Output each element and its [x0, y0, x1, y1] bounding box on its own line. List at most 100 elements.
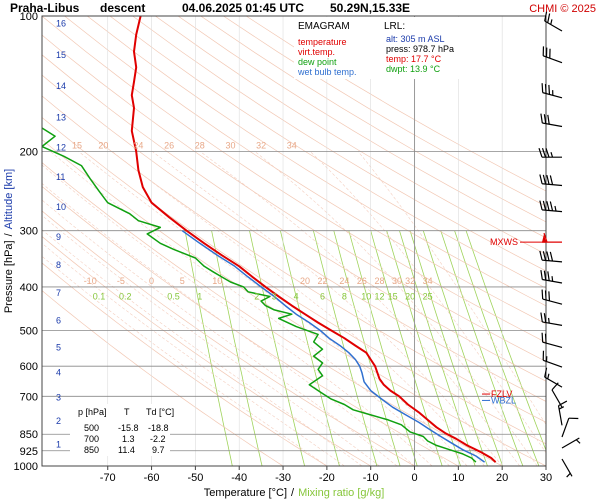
barb-full	[539, 250, 543, 261]
barb-full	[543, 114, 547, 124]
wind-barb	[541, 332, 563, 348]
barb-full	[542, 350, 545, 361]
mixing-ratio-label: 15	[388, 291, 398, 301]
mixing-ratio-line	[386, 230, 461, 466]
barb-full	[541, 148, 547, 158]
mixing-ratio-label: 0.2	[119, 291, 132, 301]
pressure-tick-label: 300	[20, 226, 38, 238]
table-header-p: p [hPa]	[78, 407, 107, 417]
table-cell: -15.8	[118, 423, 139, 433]
table-cell: 1.3	[122, 434, 135, 444]
isotherm-label: 26	[164, 140, 174, 150]
wind-barbs	[538, 11, 581, 478]
lrl-box: LRL: alt: 305 m ASL press: 978.7 hPa tem…	[380, 17, 482, 79]
wind-barb	[539, 174, 563, 187]
dry-adiabat	[223, 16, 546, 207]
legend-box: EMAGRAM temperature virt.temp. dew point…	[294, 17, 374, 79]
mixing-ratio-line	[184, 230, 233, 466]
legend-dew-point: dew point	[298, 57, 337, 67]
dry-adiabat	[42, 16, 546, 343]
barb-full	[542, 174, 547, 185]
barb-half	[551, 276, 554, 282]
series-wet-bulb-temp	[181, 230, 486, 463]
isotherm-label: 0	[149, 276, 154, 286]
dry-adiabat	[42, 74, 546, 402]
legend-virt-temp: virt.temp.	[298, 47, 335, 57]
isotherm-label: 24	[339, 276, 349, 286]
dry-adiabat	[42, 95, 546, 423]
barb-full	[546, 251, 550, 261]
mixing-ratio-label: 10	[361, 291, 371, 301]
barb-half	[575, 439, 581, 444]
mixing-ratio-line	[280, 230, 340, 466]
temperature-tick-label: 20	[496, 472, 508, 484]
barb-full	[540, 312, 543, 323]
barb-full	[545, 47, 548, 58]
dry-adiabat	[200, 16, 546, 223]
isotherm-label: 32	[256, 140, 266, 150]
barb-half	[552, 90, 554, 96]
pressure-tick-label: 500	[20, 326, 38, 338]
isotherm-label: 28	[195, 140, 205, 150]
moist-adiabat	[357, 151, 546, 426]
pressure-tick-label: 200	[20, 146, 38, 158]
barb-full	[549, 48, 551, 59]
table-header-td: Td [°C]	[146, 407, 174, 417]
mixing-ratio-label: 0.1	[93, 291, 106, 301]
temperature-tick-label: 30	[540, 472, 552, 484]
altitude-tick-label: 15	[56, 50, 66, 60]
mixing-ratio-line	[422, 230, 504, 466]
altitude-tick-label: 1	[56, 439, 61, 449]
wind-barb	[561, 417, 579, 438]
lrl-alt: alt: 305 m ASL	[386, 34, 445, 44]
mixing-ratio-label: 25	[423, 291, 433, 301]
altitude-tick-label: 6	[56, 316, 61, 326]
series-temperature	[130, 16, 497, 463]
mixing-ratio-label: 4	[294, 291, 299, 301]
barb-half	[547, 373, 550, 379]
mixing-ratio-label: 20	[405, 291, 415, 301]
mixing-ratio-label: 2	[254, 291, 259, 301]
temperature-tick-label: -10	[363, 472, 379, 484]
pressure-tick-label: 600	[20, 361, 38, 373]
altitude-tick-label: 16	[56, 19, 66, 29]
lrl-press: press: 978.7 hPa	[386, 44, 454, 54]
isotherm-label: 22	[317, 276, 327, 286]
isotherm-label: 20	[98, 140, 108, 150]
dry-adiabat	[42, 54, 546, 382]
barb-full	[539, 200, 543, 210]
dry-adiabat	[64, 16, 546, 325]
series-dew-point	[42, 127, 477, 463]
altitude-tick-label: 3	[56, 393, 61, 403]
altitude-tick-label: 14	[56, 81, 66, 91]
mixing-ratio-label: 12	[374, 291, 384, 301]
wind-barb	[540, 113, 563, 128]
legend-title: EMAGRAM	[298, 21, 350, 32]
dry-adiabat	[86, 16, 546, 307]
isotherm-label: 26	[357, 276, 367, 286]
mixing-ratio-line	[440, 230, 524, 466]
mixing-ratio-line	[333, 230, 401, 466]
barb-staff	[561, 418, 570, 438]
mixing-ratio-line	[399, 230, 476, 466]
isotherm-label: 34	[287, 140, 297, 150]
header-coords: 50.29N,15.33E	[330, 1, 410, 15]
wind-barb	[561, 458, 573, 478]
barb-full	[549, 251, 554, 262]
plot-frame	[41, 15, 547, 467]
wind-barb	[544, 11, 563, 32]
mixing-ratio-label: 1	[197, 291, 202, 301]
altitude-tick-label: 4	[56, 368, 61, 378]
altitude-tick-label: 8	[56, 260, 61, 270]
temperature-tick-label: 0	[411, 472, 417, 484]
dry-adiabat	[42, 34, 546, 362]
table-cell: 11.4	[118, 445, 135, 455]
barb-full	[541, 332, 544, 343]
altitude-tick-label: 11	[56, 172, 65, 182]
barb-full	[558, 400, 568, 407]
barb-half	[545, 356, 548, 362]
header-station: Praha-Libus	[10, 1, 80, 15]
pressure-tick-label: 1000	[14, 461, 38, 473]
pressure-tick-label: 400	[20, 282, 38, 294]
